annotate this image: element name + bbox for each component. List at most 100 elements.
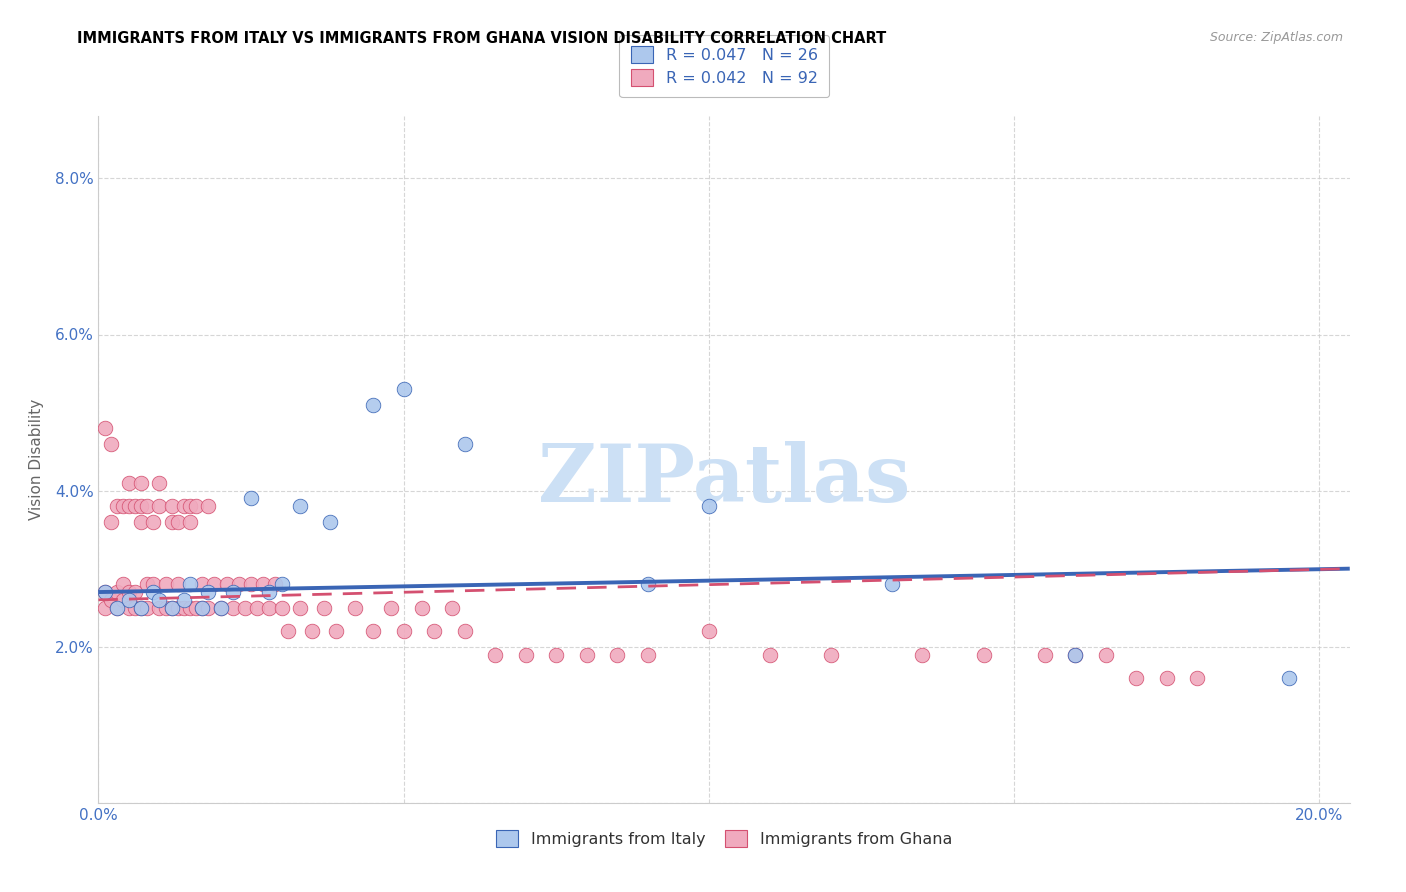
- Point: [118, 500, 141, 514]
- Point: [93, 600, 115, 615]
- Point: [105, 600, 128, 615]
- Point: [155, 577, 177, 591]
- Point: [453, 624, 475, 639]
- Point: [129, 515, 152, 529]
- Point: [129, 600, 152, 615]
- Point: [100, 515, 122, 529]
- Point: [111, 592, 134, 607]
- Point: [148, 475, 170, 490]
- Point: [202, 577, 225, 591]
- Point: [288, 500, 311, 514]
- Point: [142, 577, 165, 591]
- Text: ZIPatlas: ZIPatlas: [538, 441, 910, 519]
- Point: [222, 600, 245, 615]
- Point: [124, 500, 146, 514]
- Point: [453, 436, 475, 450]
- Point: [166, 515, 188, 529]
- Y-axis label: Vision Disability: Vision Disability: [28, 399, 44, 520]
- Point: [160, 600, 183, 615]
- Point: [215, 577, 238, 591]
- Text: IMMIGRANTS FROM ITALY VS IMMIGRANTS FROM GHANA VISION DISABILITY CORRELATION CHA: IMMIGRANTS FROM ITALY VS IMMIGRANTS FROM…: [77, 31, 887, 46]
- Point: [197, 585, 219, 599]
- Point: [148, 500, 170, 514]
- Point: [240, 491, 263, 506]
- Point: [118, 592, 141, 607]
- Point: [1064, 648, 1087, 662]
- Point: [209, 600, 232, 615]
- Point: [184, 500, 207, 514]
- Point: [1064, 648, 1087, 662]
- Point: [973, 648, 995, 662]
- Point: [1094, 648, 1116, 662]
- Point: [361, 398, 384, 412]
- Point: [277, 624, 299, 639]
- Point: [1033, 648, 1056, 662]
- Point: [515, 648, 537, 662]
- Point: [129, 500, 152, 514]
- Point: [118, 475, 141, 490]
- Point: [160, 600, 183, 615]
- Point: [118, 600, 141, 615]
- Point: [252, 577, 274, 591]
- Point: [124, 585, 146, 599]
- Point: [173, 600, 195, 615]
- Point: [124, 600, 146, 615]
- Text: Source: ZipAtlas.com: Source: ZipAtlas.com: [1209, 31, 1343, 45]
- Point: [911, 648, 934, 662]
- Point: [361, 624, 384, 639]
- Point: [166, 577, 188, 591]
- Point: [160, 500, 183, 514]
- Point: [100, 436, 122, 450]
- Point: [184, 600, 207, 615]
- Point: [228, 577, 250, 591]
- Point: [148, 592, 170, 607]
- Point: [105, 585, 128, 599]
- Point: [136, 577, 159, 591]
- Point: [129, 600, 152, 615]
- Point: [319, 515, 342, 529]
- Point: [142, 585, 165, 599]
- Point: [136, 600, 159, 615]
- Point: [1125, 671, 1147, 685]
- Point: [259, 585, 281, 599]
- Point: [100, 592, 122, 607]
- Point: [314, 600, 336, 615]
- Point: [246, 600, 269, 615]
- Point: [288, 600, 311, 615]
- Point: [197, 500, 219, 514]
- Point: [222, 585, 245, 599]
- Point: [270, 600, 292, 615]
- Point: [191, 600, 214, 615]
- Point: [411, 600, 433, 615]
- Point: [441, 600, 464, 615]
- Point: [129, 475, 152, 490]
- Point: [1156, 671, 1178, 685]
- Point: [191, 600, 214, 615]
- Point: [343, 600, 366, 615]
- Point: [392, 624, 415, 639]
- Point: [546, 648, 568, 662]
- Point: [142, 515, 165, 529]
- Point: [423, 624, 446, 639]
- Point: [111, 500, 134, 514]
- Point: [118, 585, 141, 599]
- Point: [173, 500, 195, 514]
- Point: [575, 648, 598, 662]
- Point: [264, 577, 287, 591]
- Point: [259, 600, 281, 615]
- Point: [637, 648, 659, 662]
- Legend: Immigrants from Italy, Immigrants from Ghana: Immigrants from Italy, Immigrants from G…: [486, 820, 962, 856]
- Point: [179, 515, 201, 529]
- Point: [606, 648, 628, 662]
- Point: [484, 648, 506, 662]
- Point: [880, 577, 903, 591]
- Point: [1278, 671, 1301, 685]
- Point: [105, 500, 128, 514]
- Point: [759, 648, 782, 662]
- Point: [148, 600, 170, 615]
- Point: [166, 600, 188, 615]
- Point: [301, 624, 323, 639]
- Point: [270, 577, 292, 591]
- Point: [136, 500, 159, 514]
- Point: [111, 577, 134, 591]
